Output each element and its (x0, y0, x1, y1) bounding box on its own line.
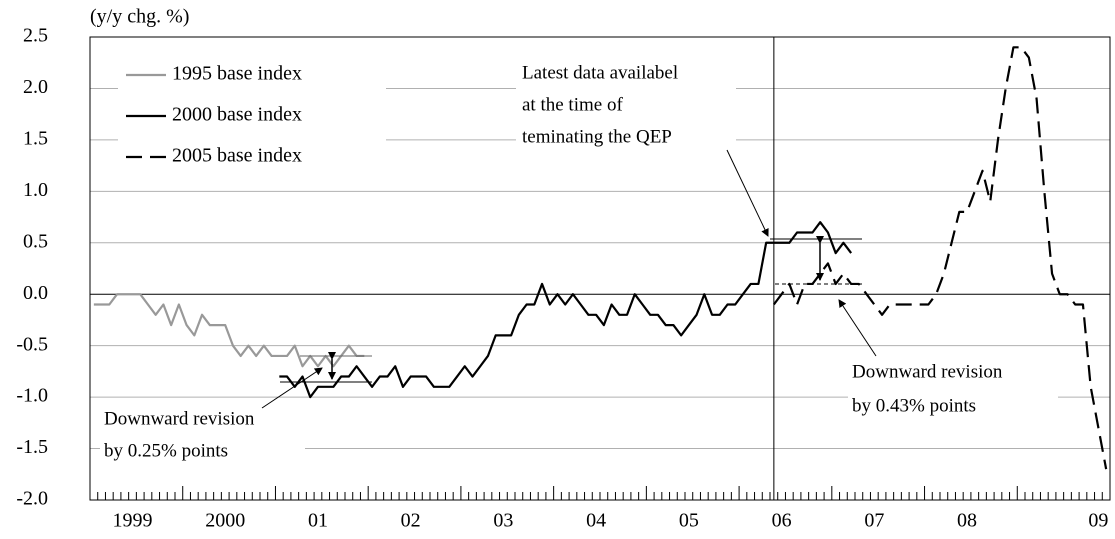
series-line (772, 46, 1108, 470)
x-tick-label: 2000 (205, 510, 245, 532)
annotation-bg (516, 58, 736, 152)
y-tick-label: -0.5 (16, 333, 48, 355)
y-tick-label: 1.0 (23, 179, 48, 201)
series-line (279, 221, 853, 399)
series-line (93, 293, 365, 368)
x-tick-label: 08 (957, 510, 977, 532)
annotation-text: at the time of (522, 94, 623, 115)
annotation-arrow (726, 149, 769, 237)
y-tick-label: -1.5 (16, 436, 48, 458)
annotation-text: Latest data availabel (522, 62, 678, 83)
y-tick-label: 2.0 (23, 76, 48, 98)
y-tick-label: -1.0 (16, 385, 48, 407)
legend-label: 2005 base index (172, 145, 302, 167)
annotation-text: Downward revision (852, 361, 1003, 382)
annotation-bg (100, 404, 305, 468)
annotation-arrow (261, 367, 323, 409)
annotation-text: teminating the QEP (522, 126, 672, 147)
x-tick-label: 01 (308, 510, 328, 532)
x-tick-label: 06 (772, 510, 792, 532)
x-tick-label: 1999 (113, 510, 153, 532)
x-tick-label: 05 (679, 510, 699, 532)
legend-label: 2000 base index (172, 104, 302, 126)
annotation-text: by 0.43% points (852, 395, 976, 416)
x-tick-label: 07 (864, 510, 884, 532)
y-tick-label: 1.5 (23, 127, 48, 149)
overlay: Latest data availabel at the time of tem… (16, 25, 1111, 532)
y-axis-label: (y/y chg. %) (90, 6, 189, 28)
legend-label: 1995 base index (172, 63, 302, 85)
x-tick-label: 02 (401, 510, 421, 532)
x-tick-label: 09 (1088, 510, 1108, 532)
annotation-text: by 0.25% points (104, 440, 228, 461)
y-tick-label: 0.0 (23, 282, 48, 304)
y-tick-label: 0.5 (23, 230, 48, 252)
y-tick-label: 2.5 (23, 25, 48, 47)
annotation-bg (848, 356, 1058, 424)
x-tick-label: 04 (586, 510, 606, 532)
x-tick-label: 03 (493, 510, 513, 532)
y-tick-label: -2.0 (16, 488, 48, 510)
annotation-text: Downward revision (104, 408, 255, 429)
annotation-arrow (838, 299, 877, 357)
marks (90, 37, 1110, 500)
